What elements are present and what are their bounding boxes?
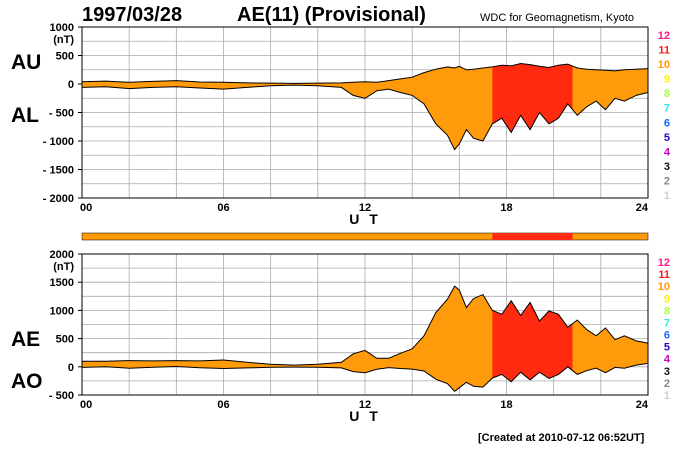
au-al-x-tick-label: 18 <box>500 202 512 214</box>
ae-ao-x-tick-label: 12 <box>359 399 371 411</box>
station-count-legend-9: 9 <box>664 293 670 305</box>
ae-ao-x-axis-label: U T <box>349 408 381 424</box>
station-count-legend-8: 8 <box>664 88 670 100</box>
station-count-legend-11: 11 <box>658 269 670 281</box>
au-al-y-tick-label: - 2000 <box>43 193 74 205</box>
credit-label: WDC for Geomagnetism, Kyoto <box>480 12 635 24</box>
station-count-legend-6: 6 <box>664 117 670 129</box>
station-count-legend-3: 3 <box>664 366 670 378</box>
station-count-legend-4: 4 <box>664 354 671 366</box>
ae-ao-x-tick-label: 24 <box>636 399 649 411</box>
station-count-legend-8: 8 <box>664 305 670 317</box>
date-label: 1997/03/28 <box>82 4 183 26</box>
au-al-y-tick-label: 0 <box>68 79 74 91</box>
station-count-legend-7: 7 <box>664 103 670 115</box>
ae-ao-x-tick-label: 06 <box>217 399 229 411</box>
ae-ao-y-tick-label: 1500 <box>50 277 74 289</box>
ae-ao-x-tick-label: 00 <box>80 399 92 411</box>
station-count-legend-3: 3 <box>664 161 670 173</box>
station-count-legend-12: 12 <box>658 257 670 269</box>
ae-ao-y-tick-label: 500 <box>56 334 74 346</box>
ao-label: AO <box>11 370 43 393</box>
station-count-legend-5: 5 <box>664 132 670 144</box>
au-al-y-tick-label: - 1000 <box>43 136 74 148</box>
station-count-bar-high-segment <box>492 233 573 240</box>
au-al-x-axis-label: U T <box>349 211 381 227</box>
station-count-legend-10: 10 <box>658 59 670 71</box>
ae-ao-y-tick-label: 1000 <box>50 305 74 317</box>
ae-ao-y-tick-label: 0 <box>68 362 74 374</box>
station-count-legend-7: 7 <box>664 317 670 329</box>
station-count-legend-11: 11 <box>658 45 670 57</box>
series-line-ao <box>81 362 649 392</box>
al-label: AL <box>11 104 39 127</box>
ae-ao-high-station-area <box>492 286 573 392</box>
au-al-x-tick-label: 24 <box>636 202 649 214</box>
station-count-legend-9: 9 <box>664 74 670 86</box>
station-count-legend-2: 2 <box>664 378 670 390</box>
station-count-legend-6: 6 <box>664 330 670 342</box>
station-count-legend-1: 1 <box>664 190 670 202</box>
ae-ao-y-tick-label: 2000 <box>50 249 74 261</box>
chart-title: AE(11) (Provisional) <box>237 4 426 26</box>
au-al-high-station-area <box>492 63 573 150</box>
ae-ao-x-tick-label: 18 <box>500 399 512 411</box>
au-label: AU <box>11 51 42 74</box>
station-count-legend-1: 1 <box>664 390 670 402</box>
au-al-y-tick-label: - 500 <box>49 108 74 120</box>
au-al-y-tick-label: 500 <box>56 51 74 63</box>
ae-ao-y-unit: (nT) <box>53 261 74 273</box>
station-count-legend-2: 2 <box>664 175 670 187</box>
au-al-y-tick-label: - 1500 <box>43 165 74 177</box>
au-al-x-tick-label: 12 <box>359 202 371 214</box>
series-line-au <box>81 62 649 84</box>
ae-ao-y-tick-label: - 500 <box>49 390 74 402</box>
station-count-legend-10: 10 <box>658 281 670 293</box>
au-al-x-tick-label: 00 <box>80 202 92 214</box>
ae-label: AE <box>11 328 41 351</box>
station-count-legend-12: 12 <box>658 30 670 42</box>
au-al-x-tick-label: 06 <box>217 202 229 214</box>
created-timestamp: [Created at 2010-07-12 06:52UT] <box>478 432 645 444</box>
station-count-bar <box>81 232 649 241</box>
au-al-y-unit: (nT) <box>53 34 74 46</box>
ae-ao-frame <box>81 253 649 396</box>
station-count-legend-4: 4 <box>664 146 671 158</box>
series-line-ae <box>82 285 649 366</box>
station-count-legend-5: 5 <box>664 342 670 354</box>
series-line-al <box>81 84 649 151</box>
au-al-y-tick-label: 1000 <box>50 22 74 34</box>
